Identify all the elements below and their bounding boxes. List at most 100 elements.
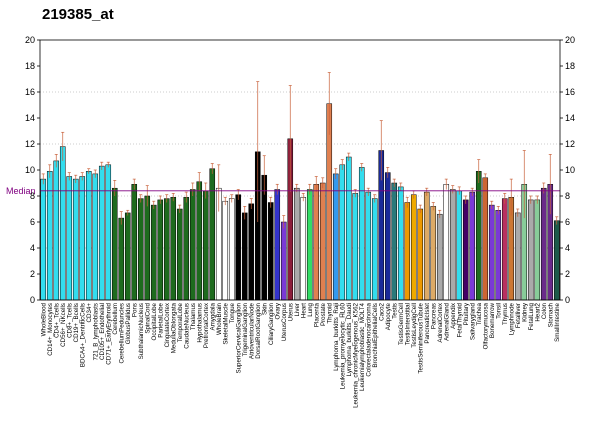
category-label: AdrenalCortex — [437, 302, 444, 342]
category-label: Leukemialymphoblastic_MOLT4 — [359, 302, 366, 390]
grid-layer — [40, 91, 560, 249]
bar — [235, 194, 242, 301]
bar — [280, 221, 287, 301]
bar — [163, 198, 170, 301]
category-label: PancreaticIslet — [424, 303, 431, 344]
category-label: CD8+_Tcells — [66, 303, 73, 338]
category-label: CerebellumPeduncles — [118, 303, 125, 364]
category-label: Cerebellum — [112, 303, 119, 335]
category-label: Lung — [307, 302, 314, 316]
bar — [456, 190, 463, 301]
bar — [300, 197, 307, 301]
bar — [157, 199, 164, 301]
bar — [410, 194, 417, 301]
y-tick-label-right: 14 — [565, 113, 575, 123]
bar — [319, 182, 326, 301]
category-label: Amygdala — [209, 302, 216, 330]
bar — [527, 199, 534, 301]
category-label: CiliaryGanglion — [268, 302, 275, 345]
y-tick-label-left: 2 — [30, 269, 35, 279]
bar — [202, 190, 209, 301]
bar — [345, 156, 352, 301]
bar — [137, 198, 144, 301]
category-label: CingulateCortex — [164, 302, 171, 347]
category-label: Caco2 — [378, 302, 385, 320]
category-label: Hypothalamus — [196, 303, 203, 343]
bar — [72, 178, 79, 301]
category-label: SubthalamicNucleus — [138, 303, 145, 359]
category-label: SuperiorCervicalGanglion — [235, 302, 242, 373]
category-label: Prostate — [320, 302, 327, 326]
y-tick-label-left: 0 — [30, 295, 35, 305]
category-label: Testis — [391, 303, 398, 319]
bar — [462, 199, 469, 301]
bar — [313, 184, 320, 301]
bar — [417, 208, 424, 301]
category-label: Leukemia_promyelocytic_HL60 — [339, 302, 346, 389]
bar — [53, 160, 60, 301]
bar — [449, 189, 456, 301]
y-tick-label-right: 6 — [565, 217, 570, 227]
bar — [170, 197, 177, 301]
category-label: Pituitary — [463, 302, 470, 325]
bar — [144, 195, 151, 301]
category-label: Fetalliver — [515, 303, 522, 328]
category-label: Heart2 — [534, 302, 541, 321]
y-tick-label-left: 6 — [30, 217, 35, 227]
category-label: TestisInterstitial — [404, 303, 411, 345]
category-label: Bonemarrow — [489, 302, 496, 338]
y-tick-label-right: 10 — [565, 165, 575, 175]
bar — [404, 202, 411, 301]
category-label: CD14+_Monocytes — [47, 303, 54, 356]
y-tick-label-left: 16 — [25, 87, 35, 97]
y-tick-label-left: 20 — [25, 35, 35, 45]
y-tick-label-left: 8 — [30, 191, 35, 201]
category-label: Liver — [294, 303, 301, 316]
bar — [397, 186, 404, 301]
category-label: WholeBrain — [216, 302, 223, 335]
category-label: Lymphoma_burkitts_Raji — [333, 303, 340, 371]
axes-layer — [37, 39, 563, 301]
bar — [222, 200, 229, 301]
category-label: PrefrontalCortex — [203, 302, 210, 348]
y-tick-label-right: 2 — [565, 269, 570, 279]
bar — [92, 173, 99, 301]
bar — [98, 165, 105, 301]
bar — [534, 199, 541, 301]
category-label: BDCA4+_DentriticCells — [79, 303, 86, 367]
bar — [105, 164, 112, 301]
y-tick-label-right: 4 — [565, 243, 570, 253]
bar — [358, 167, 365, 301]
category-label: Tongue — [229, 302, 236, 323]
category-label: TestisLeydigCell — [411, 303, 418, 348]
category-label: Thymus — [502, 303, 509, 325]
bar — [209, 168, 216, 301]
bar — [482, 177, 489, 301]
y-tick-label-right: 12 — [565, 139, 575, 149]
bar — [384, 172, 391, 301]
bar — [540, 187, 547, 301]
bar — [365, 191, 372, 301]
bar — [306, 189, 313, 301]
bar — [66, 176, 73, 301]
bar — [274, 189, 281, 301]
category-label: TestisGermCell — [398, 303, 405, 345]
bar — [40, 178, 47, 301]
category-label: Kidney — [521, 302, 528, 322]
bar — [196, 181, 203, 301]
y-tick-label-left: 18 — [25, 61, 35, 71]
category-label: Pancreas — [430, 303, 437, 329]
y-tick-label-right: 18 — [565, 61, 575, 71]
category-label: Heart — [300, 303, 307, 318]
y-tick-label-left: 12 — [25, 139, 35, 149]
bar — [241, 212, 248, 301]
category-label: 721_B_lymphoblasts — [92, 303, 99, 360]
bar — [436, 213, 443, 301]
category-label: Trachea — [476, 302, 483, 325]
y-tick-label-right: 8 — [565, 191, 570, 201]
y-tick-label-right: 16 — [565, 87, 575, 97]
bar — [391, 182, 398, 301]
bar — [423, 191, 430, 301]
category-label: CD34+ — [86, 303, 93, 323]
category-label: CD105+_Endothelial — [99, 303, 106, 360]
